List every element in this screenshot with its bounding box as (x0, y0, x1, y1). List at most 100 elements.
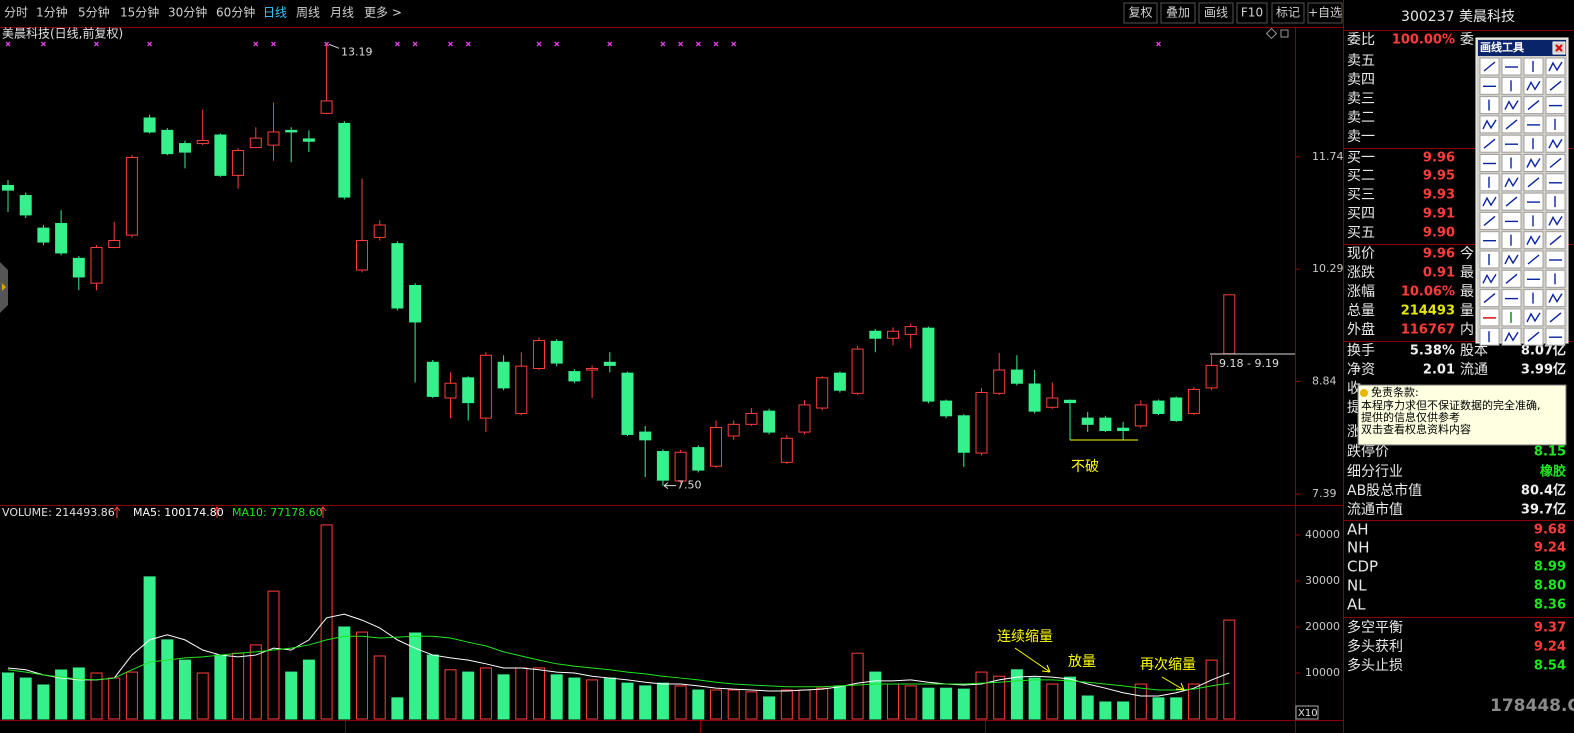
draw-tool-button[interactable] (1479, 115, 1500, 134)
draw-tool-button[interactable] (1523, 250, 1544, 269)
draw-tool-button[interactable] (1479, 308, 1500, 327)
draw-tool-button[interactable] (1545, 231, 1566, 250)
draw-tool-button[interactable] (1545, 269, 1566, 288)
info-marker[interactable] (253, 41, 259, 47)
info-marker[interactable] (40, 41, 46, 47)
info-marker[interactable] (731, 41, 737, 47)
toolbar-tab[interactable]: 30分钟 (168, 5, 207, 20)
toolbar-tab[interactable]: 1分钟 (36, 5, 68, 20)
draw-tool-button[interactable] (1479, 269, 1500, 288)
draw-tool-button[interactable] (1523, 231, 1544, 250)
draw-tool-button[interactable] (1501, 96, 1522, 115)
toolbar-tab[interactable]: 日线 (263, 6, 287, 20)
draw-tool-button[interactable] (1545, 76, 1566, 95)
info-marker[interactable] (5, 41, 11, 47)
draw-tool-button[interactable] (1479, 289, 1500, 308)
info-marker[interactable] (147, 41, 153, 47)
draw-tool-button[interactable] (1545, 308, 1566, 327)
draw-tool-button[interactable] (1523, 289, 1544, 308)
draw-tool-button[interactable] (1479, 76, 1500, 95)
draw-tool-button[interactable] (1501, 173, 1522, 192)
draw-tool-button[interactable] (1545, 192, 1566, 211)
draw-tool-button[interactable] (1523, 154, 1544, 172)
toolbar-button[interactable] (1236, 2, 1268, 24)
draw-tool-button[interactable] (1501, 289, 1522, 308)
info-marker[interactable] (324, 41, 330, 47)
toolbar-button[interactable] (1198, 2, 1234, 24)
draw-tool-button[interactable] (1545, 250, 1566, 269)
info-marker[interactable] (1156, 41, 1161, 47)
draw-tool-button[interactable] (1501, 76, 1522, 95)
draw-tool-button[interactable] (1479, 173, 1500, 192)
draw-tool-button[interactable] (1479, 231, 1500, 250)
draw-tool-button[interactable] (1523, 115, 1544, 134)
draw-tool-button[interactable] (1545, 57, 1566, 76)
draw-tool-button[interactable] (1479, 250, 1500, 269)
draw-tool-button[interactable] (1479, 134, 1500, 153)
draw-tool-button[interactable] (1501, 231, 1522, 250)
toolbar-tab[interactable]: 周线 (296, 6, 320, 20)
info-marker[interactable] (94, 41, 99, 47)
draw-tool-button[interactable] (1479, 192, 1500, 211)
volume-bar (338, 626, 351, 720)
draw-tool-button[interactable] (1523, 134, 1544, 153)
toolbar-tab[interactable]: 更多 > (364, 6, 402, 20)
info-marker[interactable] (554, 41, 560, 47)
info-marker[interactable] (536, 41, 542, 47)
draw-tool-button[interactable] (1523, 211, 1544, 230)
draw-tool-button[interactable] (1545, 211, 1566, 230)
info-marker[interactable] (713, 41, 719, 47)
draw-tool-button[interactable] (1479, 57, 1500, 76)
pane-icon[interactable] (1280, 29, 1289, 38)
toolbar-tab[interactable]: 60分钟 (216, 5, 255, 20)
draw-tool-button[interactable] (1523, 76, 1544, 95)
draw-tool-button[interactable] (1479, 96, 1500, 115)
info-marker[interactable] (607, 41, 613, 47)
draw-tool-button[interactable] (1501, 115, 1522, 134)
toolbar-tab[interactable]: 5分钟 (78, 5, 110, 20)
draw-tool-button[interactable] (1545, 327, 1566, 346)
draw-tool-button[interactable] (1501, 192, 1522, 211)
draw-tool-button[interactable] (1523, 308, 1544, 327)
draw-tool-button[interactable] (1501, 154, 1522, 172)
draw-tool-button[interactable] (1545, 289, 1566, 308)
info-marker[interactable] (271, 41, 276, 47)
draw-tool-button[interactable] (1545, 96, 1566, 115)
draw-tool-button[interactable] (1545, 115, 1566, 134)
toolbar-button[interactable] (1307, 2, 1343, 24)
pane-icon[interactable] (1265, 27, 1278, 40)
draw-tool-button[interactable] (1501, 327, 1522, 346)
info-marker[interactable] (660, 41, 666, 47)
info-marker[interactable] (448, 41, 453, 47)
draw-tool-button[interactable] (1501, 57, 1522, 76)
draw-tool-button[interactable] (1479, 211, 1500, 230)
toolbar-tab[interactable]: 15分钟 (120, 5, 159, 20)
draw-tool-button[interactable] (1479, 154, 1500, 172)
quote-label: 涨跌 (1347, 265, 1375, 281)
draw-tool-button[interactable] (1501, 250, 1522, 269)
draw-tool-button[interactable] (1523, 269, 1544, 288)
toolbar-button[interactable] (1123, 2, 1158, 24)
toolbar-tab[interactable]: 分时 (4, 6, 28, 20)
draw-tool-button[interactable] (1523, 192, 1544, 211)
info-marker[interactable] (412, 41, 418, 47)
draw-tool-button[interactable] (1545, 154, 1566, 172)
info-marker[interactable] (465, 41, 471, 47)
draw-tool-button[interactable] (1523, 173, 1544, 192)
draw-tool-button[interactable] (1523, 96, 1544, 115)
draw-tool-button[interactable] (1501, 269, 1522, 288)
toolbar-tab[interactable]: 月线 (330, 6, 354, 20)
draw-tool-button[interactable] (1479, 327, 1500, 346)
info-marker[interactable] (678, 41, 684, 47)
draw-tool-button[interactable] (1501, 134, 1522, 153)
info-marker[interactable] (394, 41, 400, 47)
draw-tool-button[interactable] (1501, 308, 1522, 327)
toolbar-button[interactable] (1271, 2, 1305, 24)
toolbar-button[interactable] (1160, 2, 1196, 24)
draw-tool-button[interactable] (1523, 57, 1544, 76)
info-marker[interactable] (695, 41, 701, 47)
draw-tool-button[interactable] (1523, 327, 1544, 346)
draw-tool-button[interactable] (1545, 134, 1566, 153)
draw-tool-button[interactable] (1501, 211, 1522, 230)
draw-tool-button[interactable] (1545, 173, 1566, 192)
